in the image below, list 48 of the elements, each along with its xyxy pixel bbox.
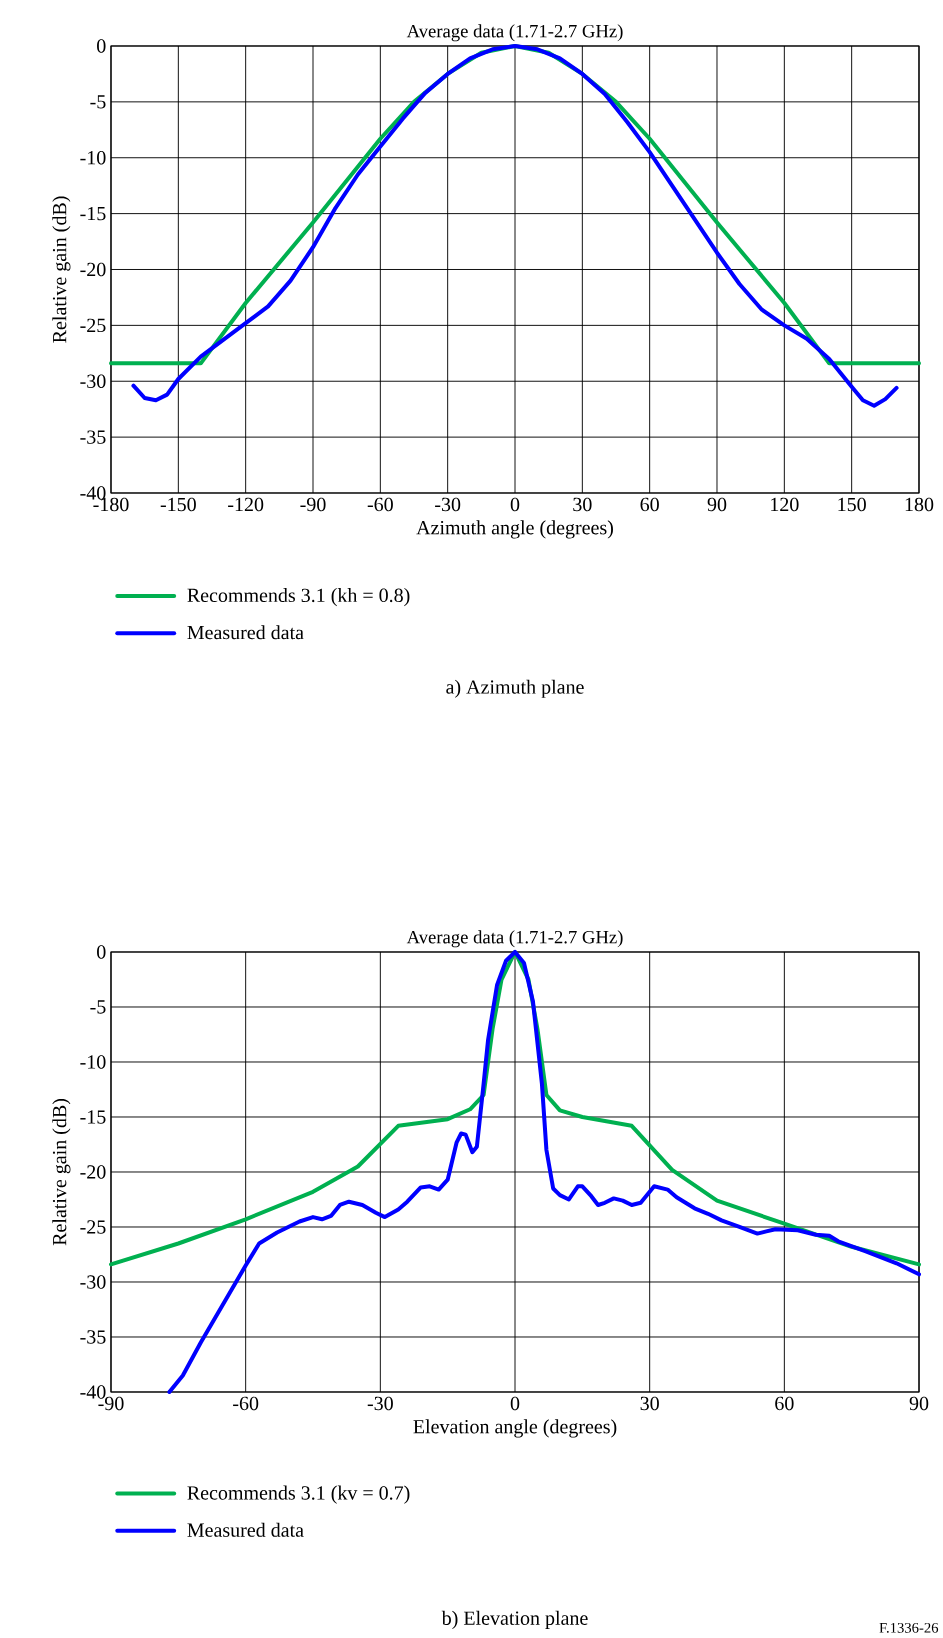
y-tick-label: -15 (80, 206, 106, 221)
y-tick-label: -25 (80, 318, 106, 333)
x-tick-label: -60 (233, 1396, 259, 1411)
x-tick-label: 60 (640, 497, 659, 512)
legend-label: Recommends 3.1 (kv = 0.7) (187, 1485, 410, 1504)
y-tick-label: -30 (80, 374, 106, 388)
y-tick-label: 0 (97, 945, 106, 959)
text: a) Azimuth plane (446, 679, 584, 698)
x-axis-title: Azimuth angle (degrees) (416, 520, 613, 539)
x-tick-label: 30 (573, 497, 592, 512)
x-tick-label: 60 (775, 1396, 794, 1411)
chart-title: Average data (1.71-2.7 GHz) (406, 24, 623, 42)
y-tick-label: -35 (80, 1330, 106, 1344)
y-tick-label: -30 (80, 1275, 106, 1289)
text: b) Elevation plane (441, 1610, 588, 1629)
x-tick-label: 0 (510, 1396, 520, 1411)
x-tick-label: 0 (510, 497, 520, 512)
x-tick-label: -150 (160, 497, 196, 512)
x-tick-label: 90 (707, 497, 727, 512)
x-tick-label: 180 (905, 497, 934, 512)
y-tick-label: 0 (97, 39, 106, 53)
legend-label: Recommends 3.1 (kh = 0.8) (187, 588, 410, 607)
x-tick-label: -60 (367, 497, 393, 512)
y-tick-label: -5 (90, 95, 106, 109)
y-tick-label: -35 (80, 430, 106, 444)
x-tick-label: 150 (838, 497, 866, 512)
y-tick-label: -5 (90, 1000, 106, 1014)
y-axis-title: Relative gain (dB) (52, 1098, 71, 1246)
y-tick-label: -25 (80, 1220, 106, 1234)
x-tick-label: 120 (771, 497, 799, 512)
line-series (167, 949, 922, 1394)
x-tick-label: -30 (367, 1396, 393, 1411)
x-tick-label: 90 (909, 1396, 929, 1411)
x-axis-title: Elevation angle (degrees) (413, 1419, 617, 1438)
legend-label: Measured data (187, 625, 304, 640)
legend-label: Measured data (187, 1522, 304, 1537)
x-tick-label: -30 (435, 497, 461, 512)
y-tick-label: -15 (80, 1110, 106, 1124)
y-tick-label: -10 (80, 1055, 106, 1069)
x-tick-label: -120 (228, 497, 264, 512)
chart-title: Average data (1.71-2.7 GHz) (406, 930, 623, 948)
y-tick-label: -20 (80, 1165, 106, 1179)
y-tick-label: -10 (80, 150, 106, 165)
y-tick-label: -20 (80, 262, 106, 277)
text: F.1336-26 (879, 1622, 939, 1633)
y-axis-title: Relative gain (dB) (52, 196, 71, 343)
x-tick-label: -90 (300, 497, 326, 512)
x-tick-label: 30 (640, 1396, 659, 1411)
